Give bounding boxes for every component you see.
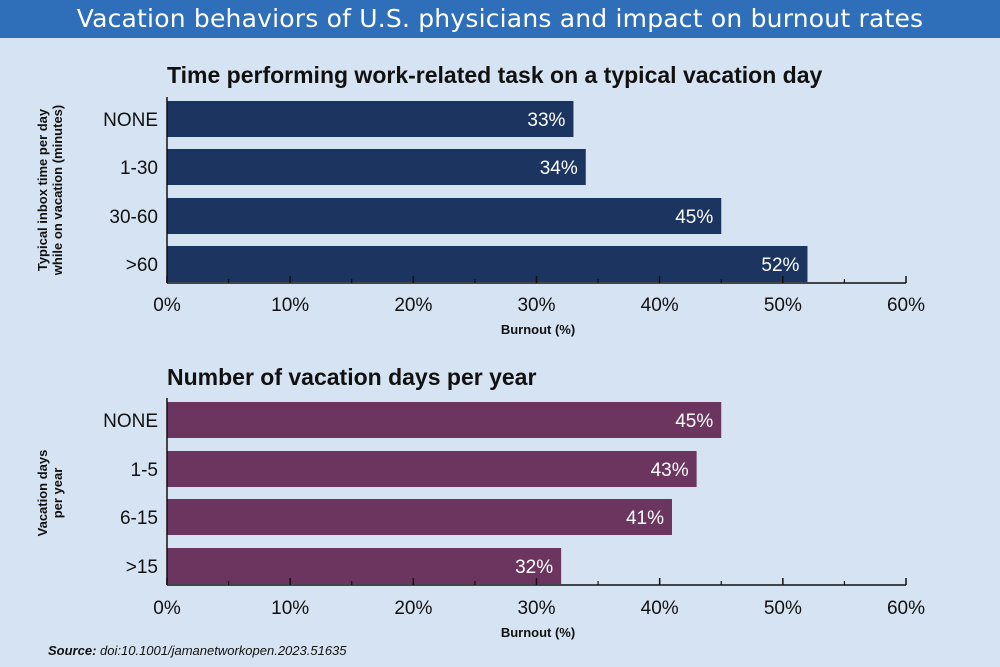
chart2-bar-1 <box>167 451 697 487</box>
chart2-category-label-1: 1-5 <box>131 460 158 481</box>
chart1-value-label-3: 52% <box>761 255 799 276</box>
chart1-xlabel: Burnout (%) <box>500 322 576 337</box>
chart2-value-label-1: 43% <box>651 460 689 481</box>
chart2-category-label-2: 6-15 <box>120 508 158 529</box>
chart2-x-tick-label-5: 50% <box>764 598 802 619</box>
chart1-x-tick-label-2: 20% <box>394 295 432 316</box>
chart1-value-label-1: 34% <box>540 158 578 179</box>
chart1-category-label-2: 30-60 <box>109 207 158 228</box>
chart2-x-tick-label-0: 0% <box>153 598 181 619</box>
chart1-bar-0 <box>167 101 574 137</box>
chart1-value-label-2: 45% <box>675 207 713 228</box>
chart2-xlabel: Burnout (%) <box>500 625 576 640</box>
chart2-bar-3 <box>167 548 562 584</box>
chart1-category-label-3: >60 <box>126 255 158 276</box>
chart1-title: Time performing work-related task on a t… <box>167 62 823 88</box>
source-note: Source: doi:10.1001/jamanetworkopen.2023… <box>48 643 347 658</box>
chart1-x-tick-label-5: 50% <box>764 295 802 316</box>
chart1-bar-1 <box>167 149 586 185</box>
chart1-x-tick-label-3: 30% <box>517 295 555 316</box>
title-banner <box>0 0 1000 38</box>
chart1-value-label-0: 33% <box>527 110 565 131</box>
chart2-value-label-2: 41% <box>626 508 664 529</box>
chart2-x-tick-label-2: 20% <box>394 598 432 619</box>
chart2-x-tick-label-3: 30% <box>517 598 555 619</box>
chart2-x-tick-label-6: 60% <box>887 598 925 619</box>
chart1-category-label-1: 1-30 <box>120 158 158 179</box>
chart2-bar-0 <box>167 402 722 438</box>
chart2-x-tick-label-1: 10% <box>271 598 309 619</box>
chart1-x-tick-label-6: 60% <box>887 295 925 316</box>
chart2-bar-2 <box>167 499 672 535</box>
chart1-x-tick-label-1: 10% <box>271 295 309 316</box>
chart1-x-tick-label-4: 40% <box>641 295 679 316</box>
chart1-x-tick-label-0: 0% <box>153 295 181 316</box>
chart1-category-label-0: NONE <box>103 110 158 131</box>
chart2-ylabel: Vacation days per year <box>35 449 65 537</box>
chart2-category-label-3: >15 <box>126 557 158 578</box>
chart1-bar-3 <box>167 246 808 282</box>
page-title: Vacation behaviors of U.S. physicians an… <box>76 4 924 33</box>
chart2-value-label-0: 45% <box>675 411 713 432</box>
chart2-title: Number of vacation days per year <box>167 364 537 390</box>
chart2-value-label-3: 32% <box>515 557 553 578</box>
chart1-bar-2 <box>167 198 722 234</box>
chart2-x-tick-label-4: 40% <box>641 598 679 619</box>
chart2-category-label-0: NONE <box>103 411 158 432</box>
